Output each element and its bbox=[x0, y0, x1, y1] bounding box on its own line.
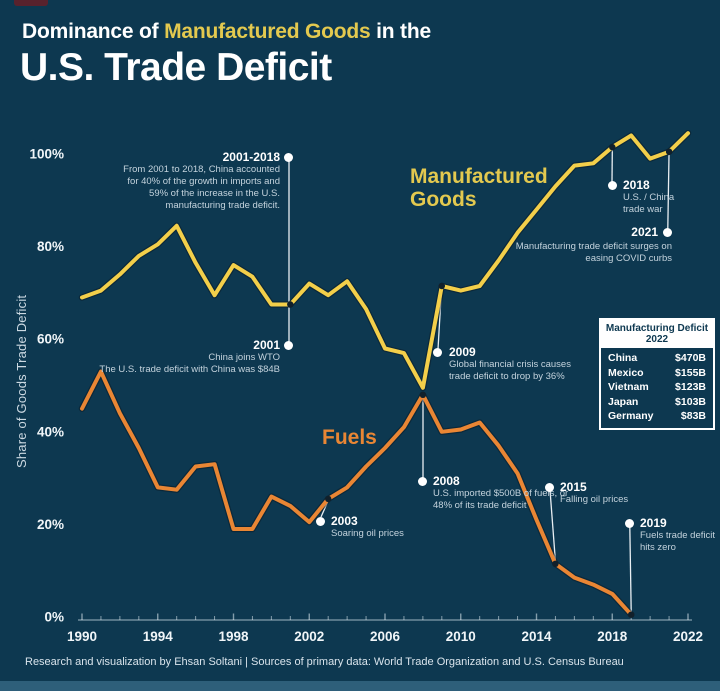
annotation-dot-2018 bbox=[608, 181, 617, 190]
annotation-text-2001-2018: From 2001 to 2018, China accounted for 4… bbox=[123, 164, 280, 211]
line-marker-2008 bbox=[419, 391, 427, 398]
title-prefix: Dominance of bbox=[22, 20, 165, 43]
table-country: Mexico bbox=[608, 366, 644, 379]
y-tick-label: 0% bbox=[44, 610, 64, 625]
connector-2019 bbox=[629, 525, 632, 613]
y-axis-labels: 0% 20% 40% 60% 80% 100% bbox=[29, 147, 64, 625]
series-lines bbox=[78, 129, 692, 618]
manufacturing-deficit-table: Manufacturing Deficit 2022 China $470B Me… bbox=[599, 318, 715, 430]
annotation-text-2001-line2: The U.S. trade deficit with China was $8… bbox=[99, 364, 280, 375]
table-country: Germany bbox=[608, 410, 654, 422]
y-tick-label: 60% bbox=[37, 332, 64, 347]
annotation-year-2003: 2003 bbox=[331, 514, 358, 528]
x-tick-label: 2002 bbox=[294, 629, 324, 644]
event-markers bbox=[287, 143, 673, 618]
x-tick-label: 2010 bbox=[446, 629, 476, 644]
annotation-dot-2003 bbox=[316, 517, 325, 526]
series-label-fuels: Fuels bbox=[322, 426, 377, 449]
annotation-dot-2015 bbox=[545, 483, 554, 492]
table-value: $83B bbox=[680, 410, 706, 422]
line-marker-2019 bbox=[628, 611, 635, 618]
x-tick-label: 2022 bbox=[673, 629, 703, 644]
annotation-year-2001-2018: 2001-2018 bbox=[222, 150, 280, 164]
y-tick-label: 40% bbox=[37, 424, 64, 439]
table-value: $470B bbox=[675, 352, 706, 364]
connector-2015 bbox=[549, 489, 557, 562]
annotation-dot-2021 bbox=[663, 228, 672, 237]
annotation-text-2021: Manufacturing trade deficit surges on ea… bbox=[515, 241, 672, 264]
line-marker-2001 bbox=[287, 301, 294, 308]
annotation-dot-2009 bbox=[433, 348, 442, 357]
table-value: $155B bbox=[675, 366, 706, 379]
series-label-manufactured-goods: Manufactured Goods bbox=[410, 165, 548, 212]
x-tick-label: 1994 bbox=[143, 629, 174, 644]
table-body: China $470B Mexico $155B Vietnam $123B Japa… bbox=[601, 348, 713, 428]
series-line-fuels bbox=[80, 369, 634, 617]
annotation-connectors bbox=[288, 149, 670, 613]
table-title: Manufacturing Deficit 2022 bbox=[601, 320, 713, 348]
series-line-manufactured-goods bbox=[80, 131, 690, 390]
x-tick-label: 1990 bbox=[67, 629, 97, 644]
table-row: Japan $103B bbox=[601, 395, 713, 410]
x-tick-label: 2014 bbox=[521, 629, 552, 644]
x-axis: 1990 1994 1998 2002 2006 2010 2014 2018 2022 bbox=[67, 613, 703, 644]
table-row: Vietnam $123B bbox=[601, 380, 713, 395]
table-country: Japan bbox=[608, 395, 639, 408]
y-tick-label: 80% bbox=[37, 239, 64, 254]
title-highlight: Manufactured Goods bbox=[164, 20, 371, 43]
table-country: China bbox=[608, 352, 638, 364]
annotation-year-2019: 2019 bbox=[640, 516, 667, 530]
line-marker-2003 bbox=[325, 495, 332, 503]
title-suffix: in the bbox=[370, 20, 431, 43]
line-marker-2009 bbox=[438, 282, 445, 290]
annotation-year-2008: 2008 bbox=[433, 474, 460, 488]
annotation-year-2021: 2021 bbox=[631, 225, 658, 239]
title-line1: Dominance of Manufactured Goods in the bbox=[22, 20, 431, 44]
annotation-year-2009: 2009 bbox=[449, 345, 476, 359]
line-marker-2015 bbox=[552, 560, 559, 567]
annotation-text-2009: Global financial crisis causes trade def… bbox=[449, 359, 571, 382]
annotation-text-2015: Falling oil prices bbox=[560, 494, 629, 505]
bottom-strip bbox=[0, 681, 720, 691]
annotation-dot-2019 bbox=[625, 519, 634, 528]
line-marker-2018 bbox=[609, 143, 616, 151]
connector-2021 bbox=[667, 154, 670, 230]
annotation-text-2001-line1: China joins WTO bbox=[208, 352, 280, 363]
annotation-dot-2001-2018 bbox=[284, 153, 293, 162]
footer-credit: Research and visualization by Ehsan Solt… bbox=[25, 656, 624, 668]
annotation-year-2001: 2001 bbox=[253, 338, 280, 352]
page-title: U.S. Trade Deficit bbox=[20, 46, 332, 89]
x-tick-label: 2006 bbox=[370, 629, 401, 644]
annotation-text-2018: U.S. / China trade war bbox=[623, 192, 675, 215]
annotation-text-2019: Fuels trade deficit hits zero bbox=[640, 530, 715, 553]
y-axis-title: Share of Goods Trade Deficit bbox=[14, 294, 29, 468]
annotation-dot-2008 bbox=[418, 477, 427, 486]
annotation-year-2018: 2018 bbox=[623, 178, 650, 192]
annotation-text-2008: U.S. imported $500B of fuels, or 48% of … bbox=[433, 488, 569, 511]
table-value: $123B bbox=[675, 381, 706, 393]
table-country: Vietnam bbox=[608, 381, 649, 393]
line-marker-2021 bbox=[665, 148, 673, 155]
table-value: $103B bbox=[675, 395, 706, 408]
y-tick-label: 100% bbox=[29, 147, 64, 162]
x-tick-label: 2018 bbox=[597, 629, 628, 644]
annotation-text-2003: Soaring oil prices bbox=[331, 528, 404, 539]
y-tick-label: 20% bbox=[37, 517, 64, 532]
annotation-year-2015: 2015 bbox=[560, 480, 587, 494]
table-row: Mexico $155B bbox=[601, 366, 713, 381]
annotation-dot-2001 bbox=[284, 341, 293, 350]
x-tick-label: 1998 bbox=[218, 629, 249, 644]
corner-red-mark bbox=[14, 0, 48, 6]
table-row: Germany $83B bbox=[601, 409, 713, 424]
table-row: China $470B bbox=[601, 351, 713, 366]
